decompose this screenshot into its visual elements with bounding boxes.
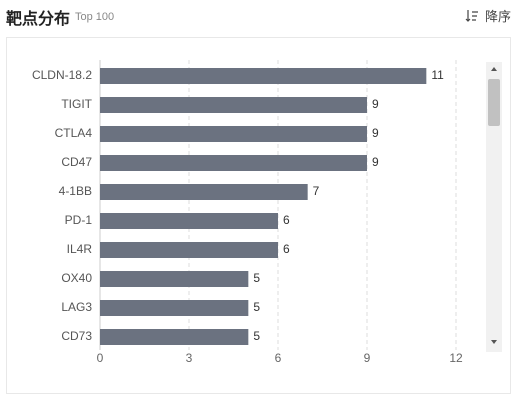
chart-subtitle: Top 100 [75,11,115,23]
data-label: 7 [313,184,320,198]
bar[interactable] [100,68,427,84]
chart-title: 靶点分布 [6,11,71,28]
vertical-scrollbar[interactable] [486,62,502,352]
scrollbar-track[interactable] [486,62,502,352]
bar[interactable] [100,329,249,345]
data-label: 9 [372,155,379,169]
data-label: 6 [283,242,290,256]
bar[interactable] [100,97,367,113]
scrollbar-thumb[interactable] [488,79,500,126]
x-tick-label: 3 [186,351,193,365]
category-label: LAG3 [61,300,92,314]
data-label: 5 [253,329,260,343]
bar-chart: 0 3 6 9 12 CLDN-18.2 11 TIGIT 9 CTLA4 9 CD47 9 4-1BB 7… [32,60,502,365]
bar[interactable] [100,271,249,287]
category-label: CTLA4 [55,126,93,140]
data-label: 11 [431,68,444,82]
x-tick-label: 12 [449,351,463,365]
bar[interactable] [100,155,367,171]
data-label: 9 [372,126,379,140]
sort-button[interactable]: 降序 [465,6,511,25]
scroll-up-arrow-icon[interactable] [491,67,497,71]
category-label: CLDN-18.2 [32,68,92,82]
bar[interactable] [100,213,278,229]
bar[interactable] [100,242,278,258]
labels: 0 3 6 9 12 CLDN-18.2 11 TIGIT 9 CTLA4 9 CD47 9 4-1BB 7… [32,68,463,365]
sort-label: 降序 [484,9,511,24]
data-label: 5 [253,300,260,314]
scroll-down-arrow-icon[interactable] [491,340,497,344]
x-tick-label: 6 [275,351,282,365]
category-label: CD73 [61,329,92,343]
bar[interactable] [100,126,367,142]
category-label: PD-1 [65,213,93,227]
category-label: TIGIT [61,97,92,111]
chart-header: 靶点分布 Top 100 降序 [0,0,517,32]
sort-descending-icon [465,9,478,22]
bar[interactable] [100,184,308,200]
bar[interactable] [100,300,249,316]
category-label: OX40 [61,271,92,285]
category-label: IL4R [67,242,93,256]
chart-panel: 0 3 6 9 12 CLDN-18.2 11 TIGIT 9 CTLA4 9 CD47 9 4-1BB 7… [6,37,511,394]
bars [100,68,427,345]
data-label: 5 [253,271,260,285]
x-tick-label: 9 [364,351,371,365]
category-label: 4-1BB [59,184,92,198]
data-label: 6 [283,213,290,227]
x-tick-label: 0 [97,351,104,365]
category-label: CD47 [61,155,92,169]
data-label: 9 [372,97,379,111]
